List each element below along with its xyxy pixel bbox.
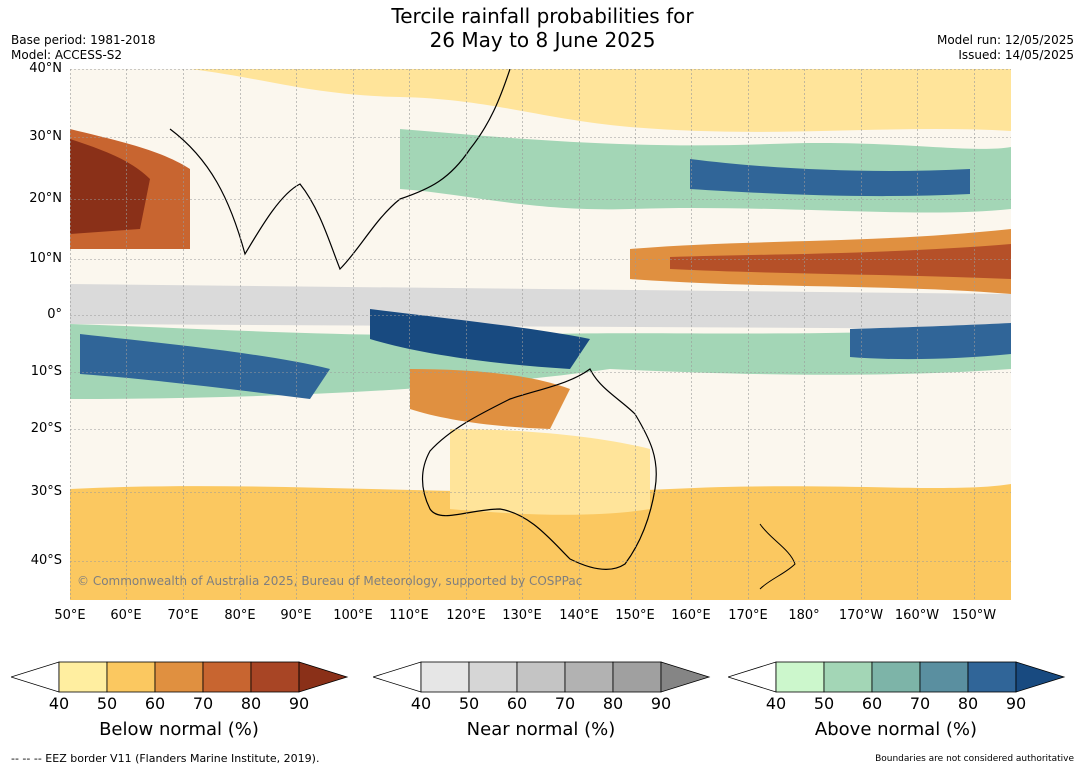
colorbar-segment — [106, 661, 156, 693]
colorbar-tick-label: 90 — [1005, 694, 1027, 713]
colorbar-segment — [468, 661, 518, 693]
colorbar-segment — [58, 661, 108, 693]
title-line-2: 26 May to 8 June 2025 — [429, 28, 656, 52]
colorbar-segment — [775, 661, 825, 693]
colorbar-segment — [564, 661, 614, 693]
colorbar-segment — [250, 661, 300, 693]
above-normal-colorbar — [728, 661, 1068, 693]
colorbar-tick-label: 50 — [96, 694, 118, 713]
longitude-label: 170°E — [728, 608, 768, 623]
map-title: Tercile rainfall probabilities for 26 Ma… — [0, 4, 1085, 52]
base-period-text: Base period: 1981-2018 — [11, 33, 156, 47]
latitude-label: 10°S — [30, 364, 62, 379]
colorbar-tick-label: 70 — [909, 694, 931, 713]
colorbar-segment — [612, 661, 662, 693]
colorbar-tick-label: 50 — [813, 694, 835, 713]
colorbar-tick-label: 50 — [458, 694, 480, 713]
below-normal-south-band — [70, 484, 1011, 600]
latitude-label: 40°S — [30, 553, 62, 568]
longitude-label: 100°E — [333, 608, 373, 623]
near-normal-central-australia — [450, 429, 650, 515]
colorbar-tick-label: 70 — [192, 694, 214, 713]
longitude-label: 90°E — [280, 608, 312, 623]
below-normal-legend-title: Below normal (%) — [99, 719, 259, 740]
boundaries-disclaimer: Boundaries are not considered authoritat… — [875, 754, 1074, 764]
longitude-label: 130°E — [502, 608, 542, 623]
longitude-label: 110°E — [389, 608, 429, 623]
title-line-1: Tercile rainfall probabilities for — [391, 4, 694, 28]
model-name-text: Model: ACCESS-S2 — [11, 48, 123, 62]
above-normal-legend-title: Above normal (%) — [814, 719, 978, 740]
longitude-label: 60°E — [110, 608, 142, 623]
near-normal-colorbar — [373, 661, 713, 693]
longitude-label: 150°E — [615, 608, 655, 623]
colorbar-tick-label: 60 — [861, 694, 883, 713]
longitude-label: 120°E — [446, 608, 486, 623]
colorbar-tick-label: 60 — [506, 694, 528, 713]
colorbar-tick-label: 80 — [957, 694, 979, 713]
longitude-label: 140°E — [559, 608, 599, 623]
probability-map: © Commonwealth of Australia 2025, Bureau… — [70, 69, 1011, 600]
longitude-label: 80°E — [224, 608, 256, 623]
colorbar-segment — [420, 661, 470, 693]
model-info: Base period: 1981-2018 Model: ACCESS-S2 — [11, 33, 156, 63]
colorbar-over-triangle — [1015, 661, 1066, 693]
colorbar-over-triangle — [298, 661, 349, 693]
map-canvas — [70, 69, 1011, 600]
longitude-label: 70°E — [167, 608, 199, 623]
above-normal-core-indian-ocean — [80, 334, 330, 399]
longitude-label: 170°W — [838, 608, 884, 623]
colorbar-under-triangle — [11, 661, 60, 693]
latitude-label: 10°N — [29, 251, 62, 266]
below-normal-colorbar — [11, 661, 351, 693]
issued-date-text: Issued: 14/05/2025 — [958, 48, 1074, 62]
below-normal-core-itcz — [670, 244, 1011, 279]
asia-coastline — [169, 69, 511, 271]
colorbar-segment — [871, 661, 921, 693]
below-normal-band-north — [70, 69, 1011, 132]
run-info: Model run: 12/05/2025 Issued: 14/05/2025 — [937, 33, 1074, 63]
colorbar-tick-label: 60 — [144, 694, 166, 713]
colorbar-tick-label: 40 — [765, 694, 787, 713]
colorbar-tick-label: 40 — [48, 694, 70, 713]
colorbar-tick-label: 70 — [554, 694, 576, 713]
longitude-label: 160°W — [894, 608, 940, 623]
longitude-label: 150°W — [951, 608, 997, 623]
latitude-label: 20°N — [29, 191, 62, 206]
colorbar-segment — [202, 661, 252, 693]
eez-border-note: -- -- -- EEZ border V11 (Flanders Marine… — [11, 752, 320, 765]
new-zealand-coastline — [759, 523, 796, 590]
colorbar-segment — [823, 661, 873, 693]
colorbar-tick-label: 80 — [240, 694, 262, 713]
colorbar-tick-label: 40 — [410, 694, 432, 713]
longitude-label: 50°E — [54, 608, 86, 623]
latitude-label: 0° — [47, 307, 62, 322]
below-normal-core-arabia — [70, 139, 150, 234]
graticule — [70, 69, 1011, 600]
near-normal-band-equator — [70, 284, 1011, 329]
latitude-label: 20°S — [30, 421, 62, 436]
colorbar-under-triangle — [373, 661, 422, 693]
colorbar-segment — [967, 661, 1017, 693]
colorbar-tick-label: 90 — [288, 694, 310, 713]
longitude-label: 160°E — [671, 608, 711, 623]
colorbar-over-triangle — [660, 661, 711, 693]
longitude-label: 180° — [788, 608, 820, 623]
latitude-label: 30°N — [29, 129, 62, 144]
colorbar-under-triangle — [728, 661, 777, 693]
colorbar-segment — [516, 661, 566, 693]
model-run-text: Model run: 12/05/2025 — [936, 33, 1074, 47]
copyright-text: © Commonwealth of Australia 2025, Bureau… — [77, 574, 583, 588]
above-normal-core-maritime — [370, 309, 590, 369]
colorbar-segment — [919, 661, 969, 693]
latitude-label: 40°N — [29, 61, 62, 76]
above-normal-core-south-pacific — [850, 323, 1011, 360]
near-normal-legend-title: Near normal (%) — [466, 719, 616, 740]
colorbar-tick-label: 90 — [650, 694, 672, 713]
colorbar-segment — [154, 661, 204, 693]
colorbar-tick-label: 80 — [602, 694, 624, 713]
below-normal-north-australia — [410, 369, 570, 429]
above-normal-core-north-pacific — [690, 159, 970, 197]
latitude-label: 30°S — [30, 484, 62, 499]
